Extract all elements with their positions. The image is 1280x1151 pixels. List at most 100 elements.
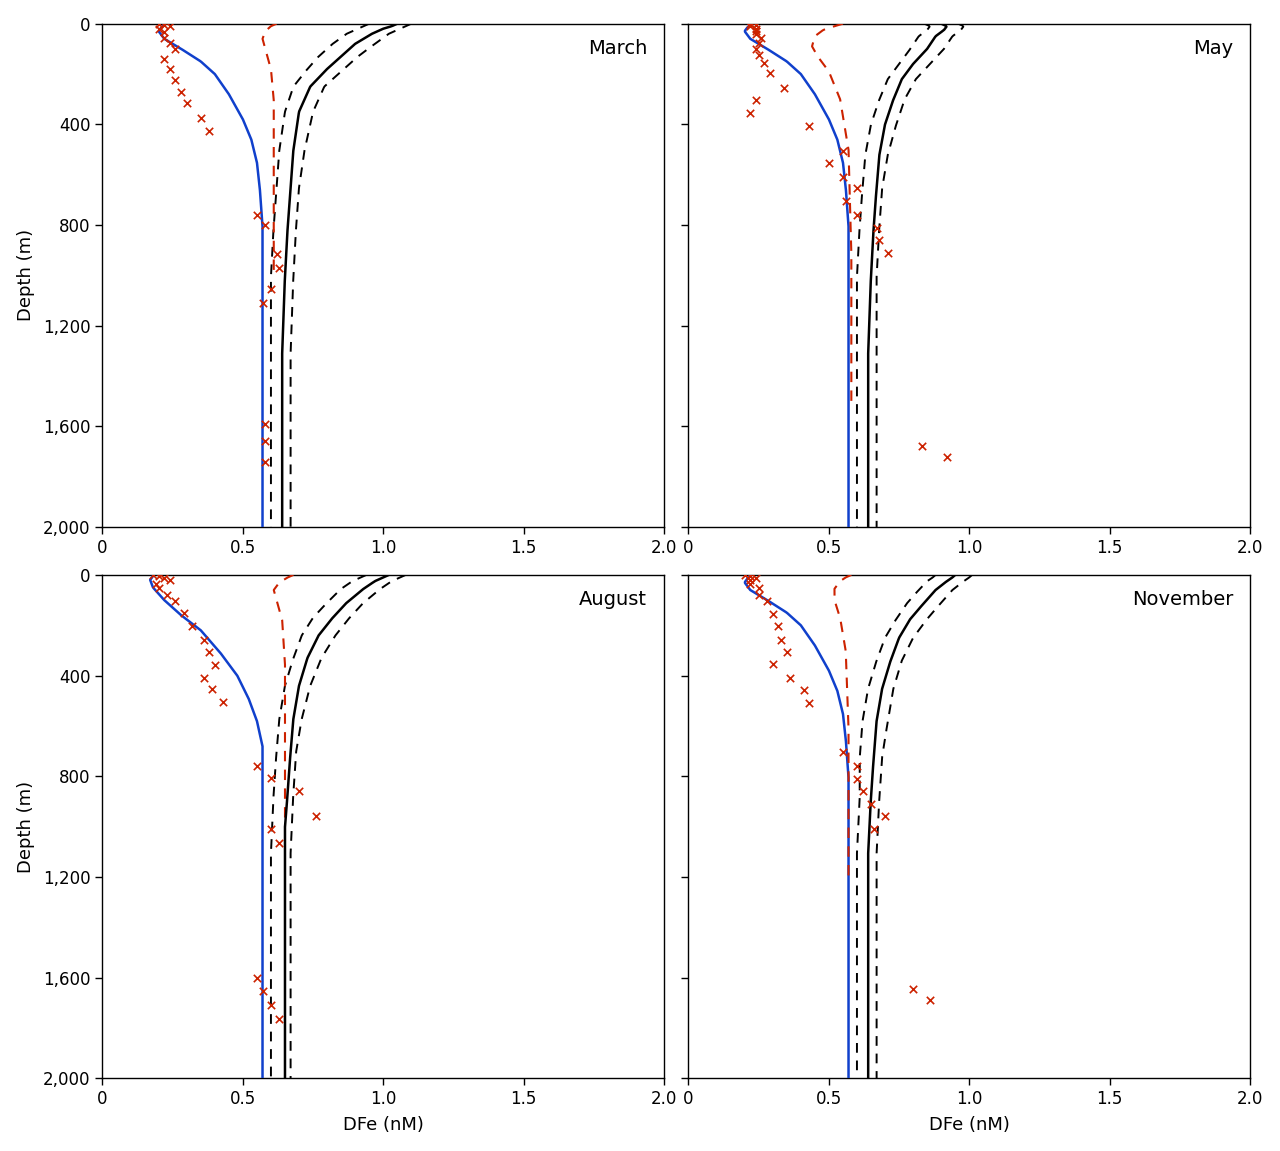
Point [833, 142, 854, 160]
Point [833, 744, 854, 762]
Point [869, 231, 890, 250]
Point [269, 1009, 289, 1028]
Point [160, 571, 180, 589]
Point [156, 586, 177, 604]
Point [740, 567, 760, 586]
Point [867, 219, 887, 237]
Point [191, 109, 211, 128]
Point [920, 991, 941, 1009]
Point [212, 693, 233, 711]
Point [252, 294, 273, 312]
Point [878, 244, 899, 262]
X-axis label: DFe (nM): DFe (nM) [929, 1116, 1010, 1135]
Point [799, 694, 819, 712]
Point [261, 820, 282, 838]
Point [255, 215, 275, 234]
Point [255, 414, 275, 433]
Point [746, 569, 767, 587]
Text: May: May [1193, 39, 1234, 58]
Point [864, 820, 884, 838]
Point [154, 49, 174, 68]
Point [255, 433, 275, 451]
Point [799, 116, 819, 135]
Point [773, 78, 794, 97]
Point [154, 23, 174, 41]
Point [860, 794, 881, 813]
Point [777, 643, 797, 662]
Point [763, 655, 783, 673]
Point [261, 996, 282, 1014]
Point [269, 259, 289, 277]
Point [154, 29, 174, 47]
Point [735, 565, 755, 584]
Point [746, 39, 767, 58]
Point [740, 104, 760, 122]
Point [148, 567, 169, 586]
Text: August: August [580, 590, 648, 609]
Point [148, 20, 169, 38]
Point [846, 770, 867, 788]
Point [754, 53, 774, 71]
Point [749, 579, 769, 597]
Point [740, 15, 760, 33]
Text: November: November [1132, 590, 1234, 609]
Point [198, 643, 219, 662]
Point [846, 180, 867, 198]
Point [759, 63, 780, 82]
Point [247, 968, 268, 986]
Point [255, 452, 275, 471]
Point [911, 437, 932, 456]
Point [154, 16, 174, 35]
Point [198, 121, 219, 139]
Point [165, 592, 186, 610]
Point [160, 17, 180, 36]
Point [266, 245, 287, 264]
Point [182, 617, 202, 635]
Point [261, 280, 282, 298]
Point [746, 91, 767, 109]
Point [833, 168, 854, 186]
Point [247, 756, 268, 775]
Point [740, 571, 760, 589]
Point [170, 83, 191, 101]
Point [193, 669, 214, 687]
Point [746, 24, 767, 43]
Point [836, 192, 856, 211]
Point [937, 448, 957, 466]
Point [852, 782, 873, 800]
X-axis label: DFe (nM): DFe (nM) [343, 1116, 424, 1135]
Point [794, 681, 814, 700]
Point [269, 833, 289, 852]
Point [165, 39, 186, 58]
Point [247, 206, 268, 224]
Point [874, 807, 895, 825]
Point [768, 617, 788, 635]
Point [763, 604, 783, 623]
Point [846, 757, 867, 776]
Point [746, 16, 767, 35]
Point [756, 592, 777, 610]
Point [154, 569, 174, 587]
Text: March: March [588, 39, 648, 58]
Point [177, 93, 197, 112]
Point [146, 574, 166, 593]
Point [160, 60, 180, 78]
Point [148, 579, 169, 597]
Y-axis label: Depth (m): Depth (m) [17, 780, 35, 872]
Point [174, 604, 195, 623]
Point [148, 15, 169, 33]
Point [261, 769, 282, 787]
Point [306, 807, 326, 825]
Point [143, 565, 164, 584]
Point [165, 71, 186, 90]
Point [202, 680, 223, 699]
Point [749, 586, 769, 604]
Point [740, 17, 760, 36]
Point [193, 631, 214, 649]
Point [771, 631, 791, 649]
Point [289, 782, 310, 800]
Point [740, 574, 760, 593]
Point [749, 33, 769, 52]
Point [746, 22, 767, 40]
Point [746, 20, 767, 38]
